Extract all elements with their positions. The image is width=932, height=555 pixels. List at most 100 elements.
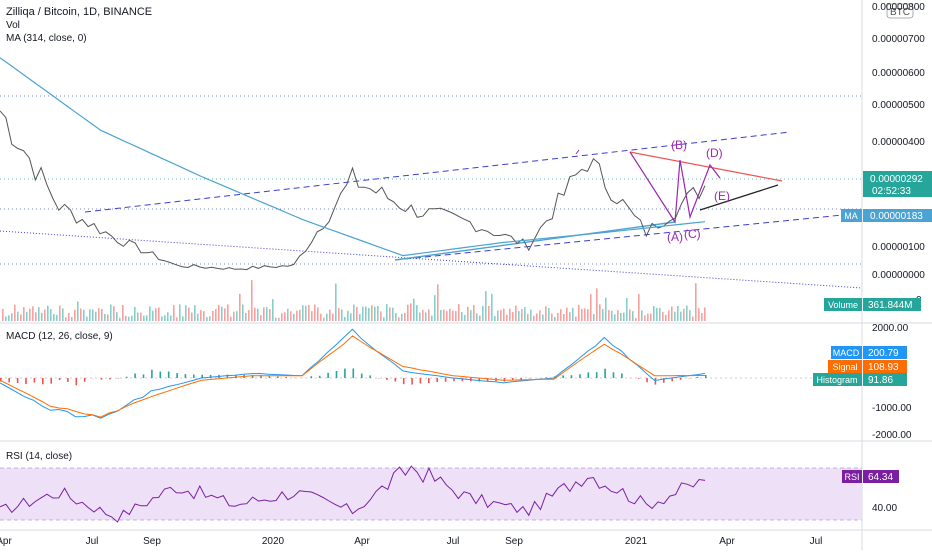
volume-bar [47, 306, 49, 321]
macd-histogram-bar [118, 378, 120, 379]
triangle-lower-line[interactable] [700, 185, 778, 210]
macd-histogram-bar [361, 374, 363, 378]
volume-bar [215, 309, 217, 321]
volume-bar [497, 310, 499, 321]
macd-histogram-bar [680, 378, 682, 380]
price-tick: 0.00000600 [872, 68, 925, 79]
volume-bar [320, 314, 322, 321]
volume-bar [422, 310, 424, 321]
macd-histogram-bar [134, 374, 136, 379]
volume-bar [389, 307, 391, 321]
time-tick: Sep [505, 536, 523, 547]
volume-bar [413, 299, 415, 321]
support-trendline[interactable] [395, 222, 675, 260]
volume-bar [122, 305, 124, 321]
ma-series[interactable] [0, 58, 705, 256]
wave-label-e: (E) [714, 189, 730, 203]
price-series[interactable] [0, 111, 705, 270]
volume-bar [431, 316, 433, 321]
volume-bar [344, 317, 346, 321]
volume-bar [533, 316, 535, 321]
volume-bar [593, 314, 595, 321]
volume-bar [542, 315, 544, 322]
signal-badge-label: Signal [832, 362, 857, 372]
macd-histogram-bar [76, 378, 78, 385]
macd-histogram-bar [386, 378, 388, 380]
volume-bar [284, 312, 286, 321]
volume-bar [101, 309, 103, 321]
macd-histogram-bar [529, 378, 531, 379]
time-tick: Jul [86, 536, 99, 547]
macd-histogram-bar [277, 377, 279, 379]
volume-bar [131, 316, 133, 321]
volume-bar [167, 312, 169, 321]
volume-bar [620, 313, 622, 321]
volume-bar [308, 305, 310, 321]
price-axis[interactable]: 0.00000800 0.00000700 0.00000600 0.00000… [872, 2, 925, 306]
volume-bar [116, 312, 118, 321]
volume-bar [596, 288, 598, 321]
price-tick: 0.00000500 [872, 100, 925, 111]
macd-histogram-bar [50, 378, 52, 384]
macd-histogram-bar [336, 371, 338, 378]
volume-bar [449, 309, 451, 321]
macd-histogram-bar [571, 375, 573, 378]
volume-bar [140, 313, 142, 321]
volume-bar [83, 310, 85, 321]
volume-bar [440, 310, 442, 321]
volume-bar [185, 305, 187, 321]
macd-histogram-bar [42, 378, 44, 384]
volume-bar [674, 312, 676, 321]
volume-bar [194, 305, 196, 321]
volume-bar [527, 314, 529, 321]
volume-bar [299, 310, 301, 321]
volume-bar [41, 313, 43, 321]
volume-bar [302, 305, 304, 321]
volume-bar [503, 309, 505, 321]
macd-axis-tick: -1000.00 [872, 403, 912, 414]
volume-bar [203, 311, 205, 321]
volume-bar [197, 314, 199, 321]
volume-bar [356, 307, 358, 321]
volume-bar [17, 312, 19, 321]
volume-bar [428, 310, 430, 322]
volume-bar [53, 314, 55, 321]
volume-bar [434, 295, 436, 321]
volume-bar [521, 309, 523, 321]
long-support-line[interactable] [0, 231, 862, 288]
volume-bar [266, 307, 268, 321]
volume-bar [113, 306, 115, 321]
volume-bar [467, 307, 469, 321]
time-axis[interactable]: Apr Jul Sep 2020 Apr Jul Sep 2021 Apr Ju… [0, 536, 822, 547]
elliott-wave-path[interactable] [630, 152, 720, 222]
volume-bar [587, 309, 589, 321]
wave-label-a: (A) [667, 230, 683, 244]
macd-histogram-bar [176, 373, 178, 378]
macd-histogram-bar [327, 373, 329, 378]
macd-histogram-bar [546, 377, 548, 378]
volume-bar [452, 311, 454, 321]
volume-bar [188, 308, 190, 321]
volume-bar [77, 302, 79, 321]
volume-bar [137, 313, 139, 322]
volume-bar [164, 315, 166, 321]
volume-bar [506, 315, 508, 321]
volume-bar [656, 308, 658, 321]
macd-histogram-bar [311, 376, 313, 378]
volume-bar [71, 317, 73, 321]
rsi-legend: RSI (14, close) [6, 451, 72, 462]
macd-histogram-bar [604, 369, 606, 378]
volume-bar [227, 304, 229, 321]
volume-bar [206, 317, 208, 321]
volume-bar [473, 305, 475, 321]
volume-bar [269, 309, 271, 321]
price-tick: 0.00000100 [872, 242, 925, 253]
macd-histogram-bar [101, 378, 103, 380]
volume-bar [20, 314, 22, 321]
volume-bar [563, 314, 565, 321]
volume-bar [107, 315, 109, 322]
volume-bar [437, 284, 439, 321]
volume-bar [110, 305, 112, 322]
